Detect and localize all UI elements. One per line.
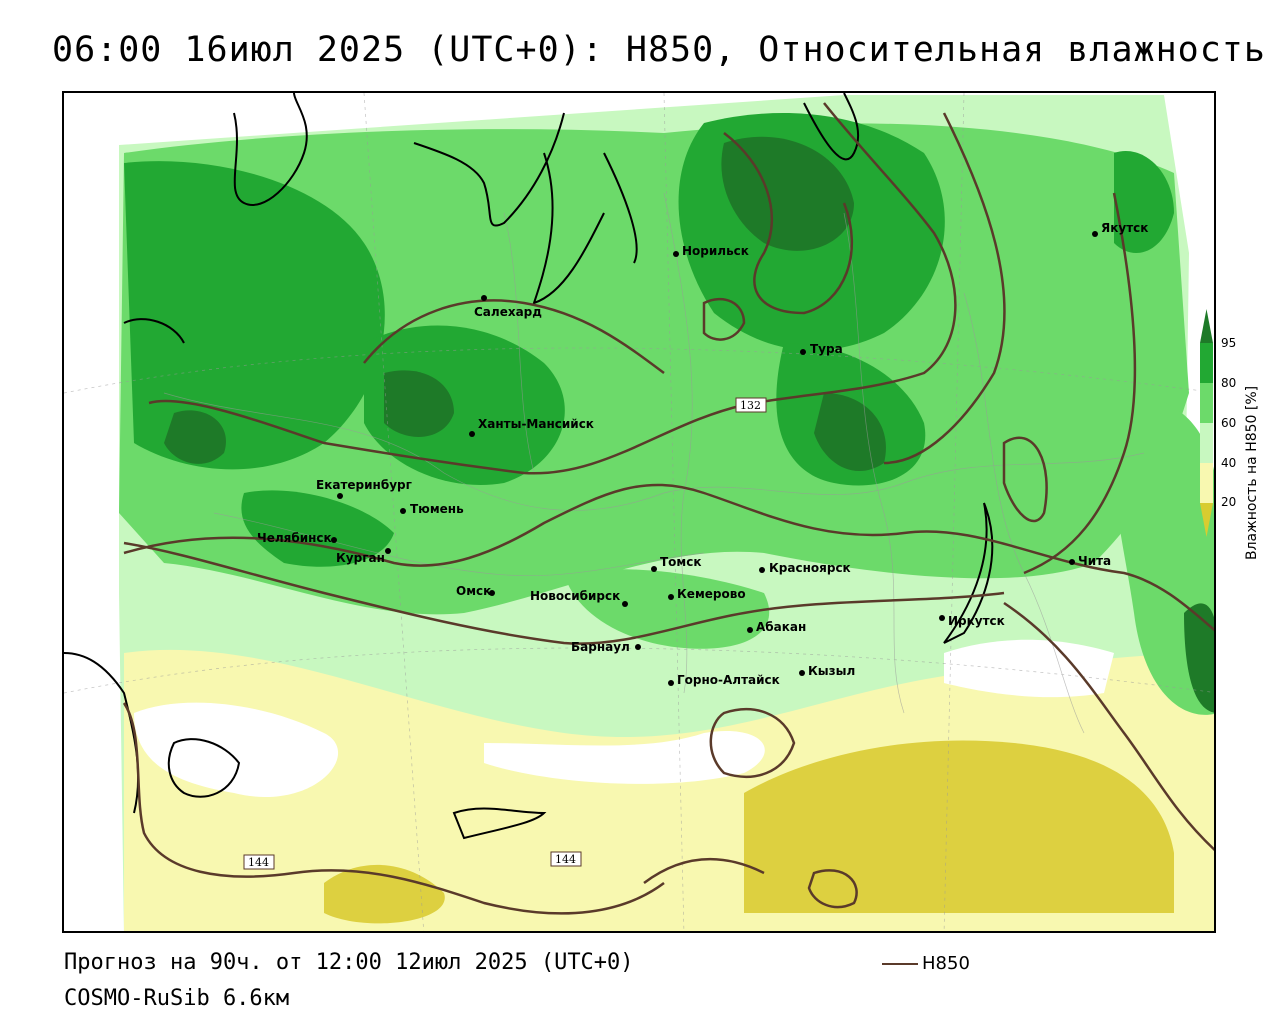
humidity-below-20-region: [744, 740, 1174, 913]
contour-label-144-center: 144: [555, 853, 576, 866]
city-salekhard: Салехард: [474, 305, 542, 319]
model-info: COSMO-RuSib 6.6км: [64, 986, 290, 1011]
legend-label: H850: [922, 953, 970, 974]
contour-label-132: 132: [740, 399, 761, 412]
legend-line-swatch: [882, 962, 918, 965]
humidity-80-95-region: [124, 161, 385, 470]
colorbar-tick-80: 80: [1221, 376, 1237, 390]
map-canvas: 132 144 144 Якутск Норильск Салехард Тур…: [64, 93, 1214, 931]
city-chelyabinsk: Челябинск: [257, 531, 332, 545]
city-novosibirsk: Новосибирск: [530, 589, 620, 603]
coastline: [233, 93, 308, 206]
lake-balkhash: [452, 807, 547, 840]
city-norilsk: Норильск: [682, 244, 749, 258]
city-kemerovo: Кемерово: [677, 587, 746, 601]
city-chita: Чита: [1078, 554, 1111, 568]
forecast-info: Прогноз на 90ч. от 12:00 12июл 2025 (UTC…: [64, 950, 634, 975]
city-kyzyl: Кызыл: [808, 664, 855, 678]
colorbar-title: Влажность на H850 [%]: [1244, 385, 1260, 560]
city-khanty-mansiysk: Ханты-Мансийск: [478, 417, 594, 431]
city-kurgan: Курган: [336, 551, 385, 565]
contour-label-144-west: 144: [248, 856, 269, 869]
colorbar-tick-60: 60: [1221, 416, 1237, 430]
legend: H850: [882, 953, 970, 974]
city-yakutsk: Якутск: [1101, 221, 1148, 235]
city-abakan: Абакан: [756, 620, 806, 634]
contour-labels: 132 144 144: [243, 397, 767, 870]
cities: Якутск Норильск Салехард Тура Ханты-Манс…: [257, 221, 1148, 687]
city-tura: Тура: [810, 342, 843, 356]
map-title: 06:00 16июл 2025 (UTC+0): H850, Относите…: [52, 30, 1266, 70]
map-area: 132 144 144 Якутск Норильск Салехард Тур…: [62, 91, 1216, 933]
city-omsk: Омск: [456, 584, 491, 598]
humidity-colorbar: [1200, 309, 1213, 537]
colorbar-tick-40: 40: [1221, 456, 1237, 470]
colorbar-tick-95: 95: [1221, 336, 1237, 350]
city-tyumen: Тюмень: [410, 502, 464, 516]
city-irkutsk: Иркутск: [948, 614, 1005, 628]
city-yekaterinburg: Екатеринбург: [316, 478, 412, 492]
city-tomsk: Томск: [660, 555, 702, 569]
city-krasnoyarsk: Красноярск: [769, 561, 851, 575]
colorbar-tick-20: 20: [1221, 495, 1237, 509]
city-barnaul: Барнаул: [571, 640, 630, 654]
city-gorno-altaysk: Горно-Алтайск: [677, 673, 780, 687]
contour-h850-132: [148, 102, 957, 475]
